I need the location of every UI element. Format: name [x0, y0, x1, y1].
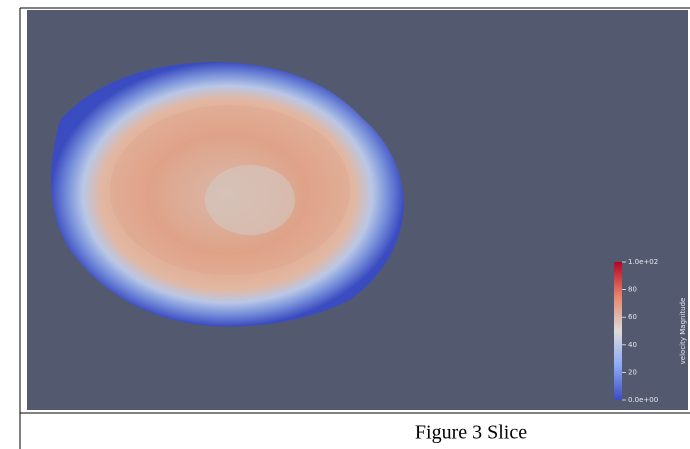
colorbar-tick-label: 20	[628, 368, 637, 376]
slice-center	[205, 165, 295, 235]
colorbar-tick-label: 1.0e+02	[628, 258, 658, 266]
colorbar-tick-label: 60	[628, 313, 637, 321]
colorbar-title: velocity Magnitude	[679, 298, 687, 365]
caption: Figure 3 Slice	[415, 422, 527, 444]
colorbar-tick-label: 40	[628, 341, 637, 349]
colorbar-tick-label: 0.0e+00	[628, 396, 658, 404]
colorbar	[614, 262, 622, 400]
colorbar-tick-label: 80	[628, 286, 637, 294]
